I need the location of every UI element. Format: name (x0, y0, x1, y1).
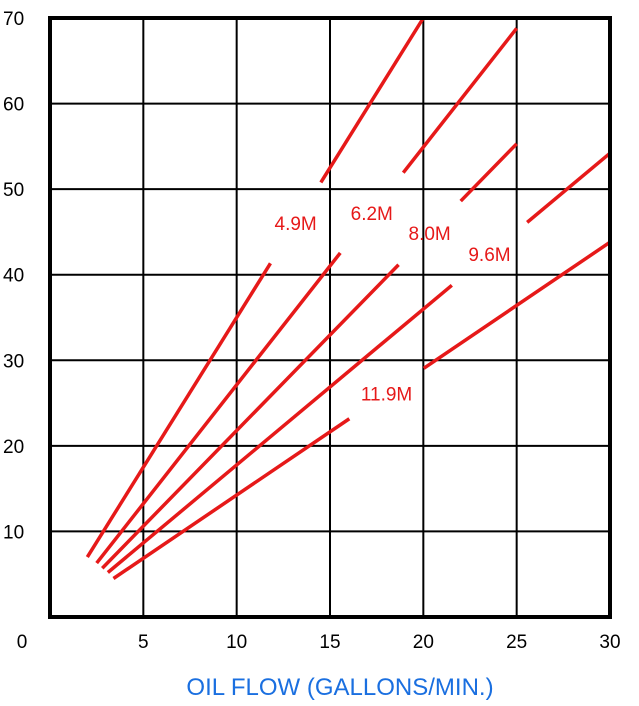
x-tick-label: 15 (319, 632, 340, 653)
y-tick-labels: 10 20 30 40 50 60 70 (3, 9, 24, 543)
series-label: 8.0M (409, 224, 451, 245)
x-tick-label: 10 (226, 632, 247, 653)
y-tick-label: 60 (3, 95, 24, 116)
series-line (526, 151, 612, 224)
x-tick-label: 30 (599, 632, 620, 653)
series-line (422, 240, 611, 370)
x-tick-label: 0 (17, 632, 28, 653)
x-axis-label: OIL FLOW (GALLONS/MIN.) (186, 674, 493, 701)
series-line (401, 27, 519, 174)
series-label: 6.2M (351, 204, 393, 225)
series-label: 4.9M (275, 214, 317, 235)
y-tick-label: 40 (3, 266, 24, 287)
series-line (101, 263, 400, 570)
y-tick-label: 50 (3, 180, 24, 201)
x-tick-label: 25 (506, 632, 527, 653)
series-labels: 4.9M 6.2M 8.0M 9.6M 11.9M (275, 204, 511, 406)
grid (50, 18, 610, 617)
series-label: 9.6M (468, 245, 510, 266)
x-tick-label: 20 (413, 632, 434, 653)
x-tick-label: 5 (138, 632, 149, 653)
y-tick-label: 20 (3, 437, 24, 458)
y-tick-label: 70 (3, 9, 24, 30)
series-line (85, 262, 272, 559)
y-tick-label: 30 (3, 351, 24, 372)
series-line (106, 283, 453, 574)
series-line (95, 251, 342, 565)
series-line (459, 142, 518, 203)
series-line (319, 17, 425, 184)
plot-frame (48, 16, 612, 619)
y-tick-label: 10 (3, 522, 24, 543)
series-lines (85, 17, 612, 580)
x-tick-labels: 0 5 10 15 20 25 30 (17, 632, 621, 653)
series-label: 11.9M (361, 385, 412, 406)
series-line (112, 417, 351, 580)
